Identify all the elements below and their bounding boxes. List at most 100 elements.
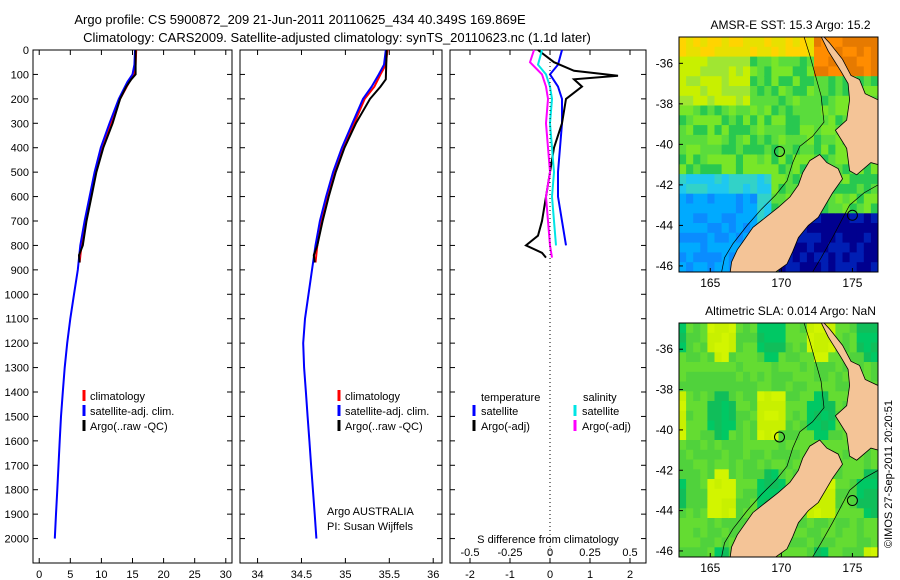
map-cell (714, 537, 723, 548)
map-cell (821, 537, 829, 548)
map-cell (778, 469, 787, 480)
map-cell (714, 183, 723, 195)
map-cell (728, 213, 737, 224)
map-cell (792, 362, 801, 373)
x-tick-label: 0 (36, 569, 42, 580)
map-cell (778, 410, 787, 422)
map-cell (743, 223, 751, 234)
map-cell (764, 469, 772, 480)
map-cell (870, 174, 878, 185)
map-cell (792, 323, 801, 334)
map-cell (778, 193, 787, 205)
map-cell (728, 223, 737, 234)
map-cell (700, 371, 708, 383)
map-cell (728, 46, 737, 58)
map-cell (735, 410, 744, 422)
map-cell (778, 362, 787, 373)
argo-float-marker (773, 431, 785, 443)
map-cell (764, 362, 772, 373)
map-cell (806, 332, 815, 344)
map-cell (693, 479, 701, 490)
map-cell (735, 76, 744, 87)
x-tick-label: 25 (189, 569, 201, 580)
map-cell (757, 332, 765, 344)
lon-tick-label: 165 (700, 276, 720, 290)
map-cell (842, 203, 851, 214)
map-cell (679, 105, 687, 116)
map-cell (849, 547, 858, 557)
map-cell (686, 105, 694, 116)
map-cell (828, 125, 836, 136)
map-cell (778, 401, 787, 412)
map-cell (792, 459, 801, 470)
map-cell (771, 125, 780, 136)
map-cell (856, 469, 865, 480)
map-cell (728, 479, 737, 490)
map-cell (870, 459, 878, 470)
map-cell (693, 469, 701, 480)
map-cell (693, 242, 701, 253)
map-cell (757, 488, 765, 500)
map-cell (778, 323, 787, 334)
map-cell (693, 252, 701, 263)
map-cell (792, 371, 801, 383)
map-cell (863, 203, 872, 214)
map-cell (799, 323, 808, 334)
map-cell (750, 105, 758, 116)
map-cell (714, 440, 723, 451)
map-cell (835, 469, 844, 480)
map-cell (778, 183, 787, 195)
series-line (312, 49, 388, 263)
map-cell (821, 440, 829, 451)
map-cell (771, 154, 780, 165)
map-cell (757, 420, 765, 431)
reference-marker (846, 495, 858, 507)
map-cell (686, 262, 694, 272)
map-cell (799, 125, 808, 136)
map-cell (842, 105, 851, 116)
map-cell (735, 46, 744, 58)
map-cell (842, 537, 851, 548)
map-cell (821, 410, 829, 422)
map-cell (750, 37, 758, 48)
map-cell (686, 498, 694, 509)
map-cell (771, 362, 780, 373)
map-cell (686, 86, 694, 97)
map-cell (714, 76, 723, 87)
map-cell (828, 547, 836, 557)
map-cell (771, 488, 780, 500)
map-cell (679, 381, 687, 392)
map-cell (707, 547, 716, 557)
map-cell (863, 362, 872, 373)
map-cell (721, 440, 730, 451)
lat-tick-label: -42 (656, 178, 674, 192)
map-cell (686, 488, 694, 500)
north-island (820, 323, 878, 461)
x-tick-label: 2 (627, 569, 633, 580)
map-cell (835, 508, 844, 519)
map-cell (806, 144, 815, 156)
map-cell (828, 242, 836, 253)
map-cell (842, 164, 851, 175)
map-cell (721, 86, 730, 97)
map-cell (806, 537, 815, 548)
map-cell (856, 66, 865, 77)
map-cell (792, 86, 801, 97)
map-cell (792, 440, 801, 451)
map-cell (721, 401, 730, 412)
x-tick-label: 20 (157, 569, 169, 580)
map-cell (870, 332, 878, 344)
map-cell (750, 115, 758, 126)
map-cell (728, 440, 737, 451)
map-cell (750, 332, 758, 344)
map-cell (743, 430, 751, 441)
map-cell (757, 391, 765, 402)
map-cell (870, 213, 878, 224)
map-cell (700, 410, 708, 422)
map-cell (707, 242, 716, 253)
map-cell (856, 498, 865, 509)
map-cell (764, 352, 772, 363)
map-cell (686, 56, 694, 67)
map-cell (863, 479, 872, 490)
map-cell (828, 498, 836, 509)
